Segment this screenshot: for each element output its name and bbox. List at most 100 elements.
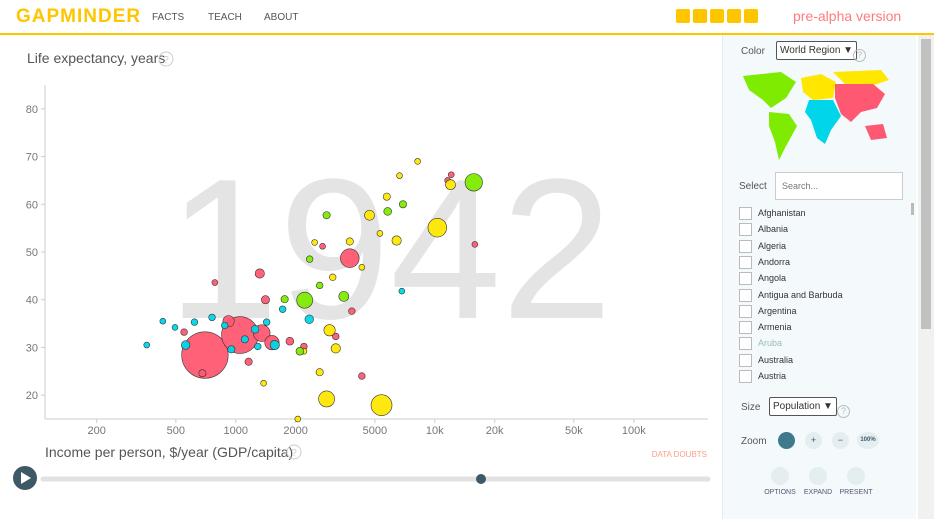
x-tick-label: 1000 (224, 425, 248, 437)
share-icon[interactable] (676, 9, 690, 23)
country-row[interactable]: Antigua and Barbuda (739, 288, 843, 302)
bubble (171, 324, 179, 331)
bubble (296, 291, 314, 309)
page-scrollbar[interactable] (918, 35, 934, 519)
help-icon[interactable]: ? (163, 55, 169, 66)
checkbox[interactable] (739, 255, 752, 269)
bubble (340, 248, 360, 268)
region-map[interactable] (741, 68, 891, 163)
country-name: Armenia (758, 321, 792, 332)
country-row[interactable]: Andorra (739, 255, 791, 269)
bubble (414, 158, 421, 165)
plot: 20 30 40 50 60 70 80 200 500 1000 2000 5000 10k 20k 50… (26, 104, 646, 437)
zoom-reset[interactable]: 100% (857, 432, 879, 449)
bubble (448, 171, 455, 178)
x-tick-label: 5000 (363, 425, 387, 437)
play-icon[interactable] (21, 472, 31, 484)
country-row[interactable]: Australia (739, 353, 794, 367)
checkbox[interactable] (739, 304, 752, 318)
bubble (181, 331, 229, 379)
x-tick-label: 200 (87, 425, 105, 437)
bubble (376, 230, 384, 237)
bubble (295, 347, 305, 356)
search-placeholder: Search... (782, 181, 819, 191)
country-name: Andorra (758, 256, 791, 267)
zoom-in[interactable]: + (805, 432, 822, 449)
nav-link[interactable]: ABOUT (264, 12, 299, 23)
bubble (445, 179, 456, 191)
list-scrollbar[interactable] (911, 203, 914, 215)
share-icon[interactable] (727, 9, 741, 23)
country-row[interactable]: Albania (739, 223, 789, 237)
country-name: Albania (758, 224, 789, 235)
zoom-out[interactable]: − (832, 432, 849, 449)
timeline-handle[interactable] (476, 474, 486, 484)
y-tick-label: 40 (26, 295, 38, 307)
country-row[interactable]: Aruba (739, 337, 782, 351)
bubble (263, 318, 271, 326)
checkbox[interactable] (739, 223, 752, 237)
x-axis-label: Income per person, $/year (GDP/capita) (45, 444, 293, 460)
country-name: Angola (758, 273, 787, 284)
checkbox[interactable] (739, 353, 752, 367)
share-icon[interactable] (744, 9, 758, 23)
logo[interactable]: GAPMINDER (16, 6, 142, 27)
country-row[interactable]: Angola (739, 272, 787, 286)
country-row[interactable]: Argentina (739, 304, 797, 318)
country-row[interactable]: Afghanistan (739, 207, 806, 220)
bubble (190, 318, 199, 326)
tool-icon[interactable] (809, 467, 827, 485)
checkbox[interactable] (739, 370, 752, 383)
help-icon[interactable]: ? (291, 448, 297, 459)
y-axis-label: Life expectancy, years (27, 50, 165, 66)
help-icon[interactable]: ? (853, 49, 866, 62)
help-icon[interactable] (286, 444, 302, 460)
tool-label: EXPAND (803, 489, 833, 496)
share-icon[interactable] (693, 9, 707, 23)
tool-icon[interactable] (847, 467, 865, 485)
bubble (254, 342, 262, 351)
size-dropdown[interactable]: Population ▼ (769, 397, 837, 416)
nav-link[interactable]: TEACH (208, 12, 242, 23)
bubble (269, 340, 280, 351)
bubble (285, 337, 295, 346)
checkbox[interactable] (739, 272, 752, 286)
size-label: Size (741, 402, 761, 413)
nav-link[interactable]: FACTS (152, 12, 185, 23)
checkbox[interactable] (739, 207, 752, 220)
search-box[interactable]: Search... (775, 172, 903, 200)
checkbox[interactable] (739, 239, 752, 253)
y-tick-label: 80 (26, 104, 38, 116)
header: GAPMINDER FACTS TEACH ABOUT pre-alpha vers… (0, 0, 934, 35)
share-icons (676, 9, 758, 28)
bubble (396, 172, 403, 179)
checkbox[interactable] (739, 288, 752, 302)
tool-button[interactable]: PRESENT (836, 467, 876, 496)
tool-icon[interactable] (771, 467, 789, 485)
checkbox[interactable] (739, 337, 752, 351)
data-doubts[interactable]: DATA DOUBTS (652, 450, 707, 459)
bubble (332, 332, 340, 341)
color-label: Color (741, 46, 765, 57)
country-row[interactable]: Austria (739, 370, 786, 383)
version: pre-alpha version (793, 8, 902, 24)
checkbox[interactable] (739, 321, 752, 335)
select-label: Select (739, 181, 767, 192)
tool-button[interactable]: EXPAND (798, 467, 838, 496)
bubble (143, 341, 150, 349)
zoom-pointer[interactable] (778, 432, 795, 449)
country-name: Australia (758, 354, 794, 365)
country-row[interactable]: Armenia (739, 321, 792, 335)
help-icon[interactable]: ? (837, 405, 850, 418)
bubble (221, 321, 229, 330)
share-icon[interactable] (710, 9, 724, 23)
country-row[interactable]: Algeria (739, 239, 786, 253)
bubble (211, 279, 219, 286)
bubble (427, 218, 447, 238)
help-icon[interactable] (158, 51, 174, 67)
scroll-thumb[interactable] (921, 39, 931, 329)
bubble (471, 241, 479, 248)
tool-button[interactable]: OPTIONS (760, 467, 800, 496)
color-dropdown[interactable]: World Region ▼ (776, 41, 858, 60)
